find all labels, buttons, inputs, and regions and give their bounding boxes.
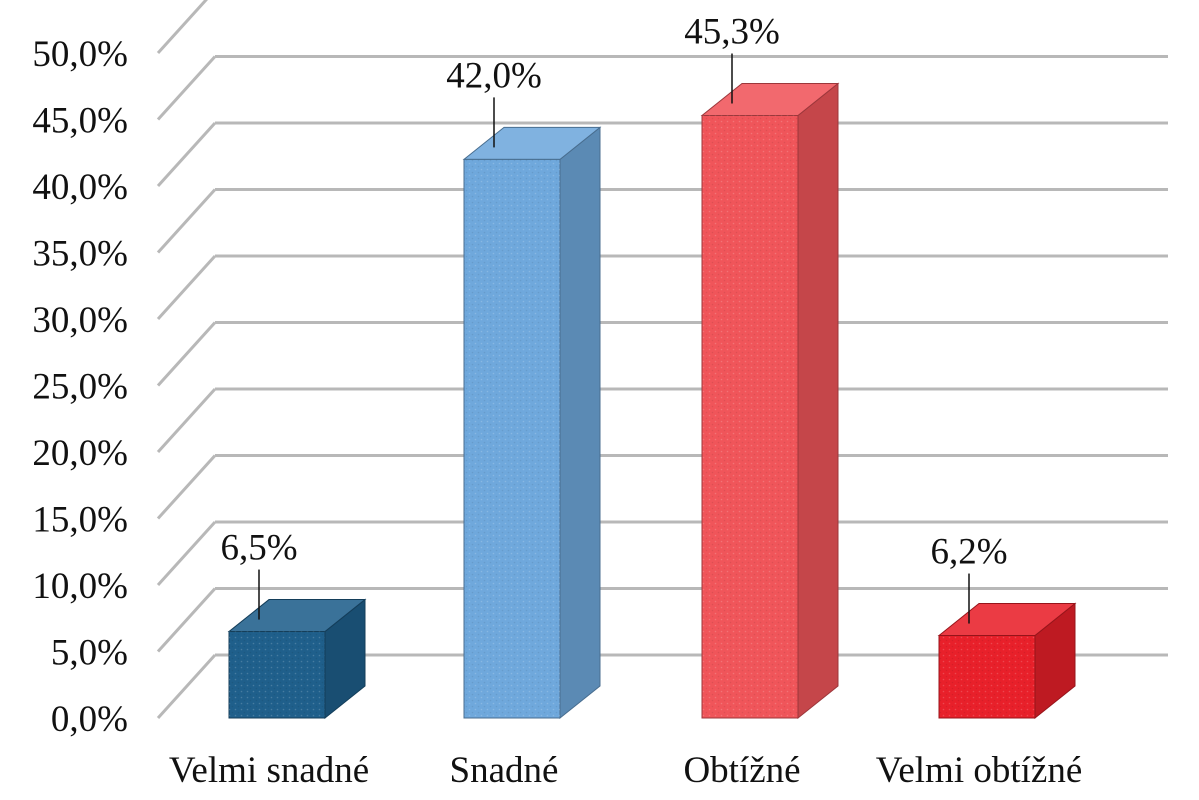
x-category-label: Velmi snadné — [169, 750, 369, 791]
data-label: 45,3% — [684, 12, 780, 53]
y-tick-label: 35,0% — [32, 234, 128, 275]
bar — [937, 602, 1077, 720]
y-tick-label: 25,0% — [32, 367, 128, 408]
gridline-diagonal — [156, 321, 217, 387]
gridline-diagonal — [156, 387, 217, 454]
bar-front-texture — [229, 631, 325, 718]
data-labels: 6,5% 42,0% 45,3% 6,2% — [220, 12, 1008, 624]
gridline-diagonal — [156, 254, 217, 321]
gridline-diagonal — [156, 0, 208, 55]
gridlines — [156, 0, 1168, 720]
x-category-label: Obtížné — [683, 750, 800, 791]
bars — [227, 82, 1077, 720]
x-category-label: Snadné — [450, 750, 559, 791]
data-label: 6,5% — [220, 528, 297, 569]
bar-front-texture — [702, 115, 798, 718]
bar — [227, 598, 367, 720]
bar-front-texture — [939, 635, 1035, 718]
y-tick-label: 20,0% — [32, 433, 128, 474]
gridline-diagonal — [156, 587, 217, 653]
bar — [700, 82, 840, 720]
bar-side-face — [559, 126, 601, 720]
data-label: 42,0% — [446, 55, 542, 96]
data-label: 6,2% — [930, 532, 1007, 573]
gridline-diagonal — [156, 520, 217, 587]
y-tick-label: 5,0% — [51, 633, 128, 674]
y-tick-label: 15,0% — [32, 500, 128, 541]
y-tick-label: 40,0% — [32, 167, 128, 208]
y-tick-label: 0,0% — [51, 699, 128, 740]
gridline-diagonal — [156, 55, 217, 121]
gridline-diagonal — [156, 121, 217, 188]
y-tick-label: 50,0% — [32, 34, 128, 75]
x-category-label: Velmi obtížné — [876, 750, 1083, 791]
gridline-diagonal — [156, 454, 217, 520]
gridline-diagonal — [156, 188, 217, 254]
y-tick-label: 30,0% — [32, 300, 128, 341]
bar-front-texture — [464, 159, 560, 718]
bar-side-face — [797, 82, 839, 720]
y-tick-label: 10,0% — [32, 566, 128, 607]
gridline-diagonal — [156, 653, 217, 720]
y-axis-tick-labels: 0,0% 5,0% 10,0% 15,0% 20,0% 25,0% 30,0% 35,0% 40… — [32, 34, 128, 740]
x-axis-category-labels: Velmi snadné Snadné Obtížné Velmi obtížné — [169, 750, 1082, 791]
y-tick-label: 45,0% — [32, 101, 128, 142]
bar — [462, 126, 602, 720]
